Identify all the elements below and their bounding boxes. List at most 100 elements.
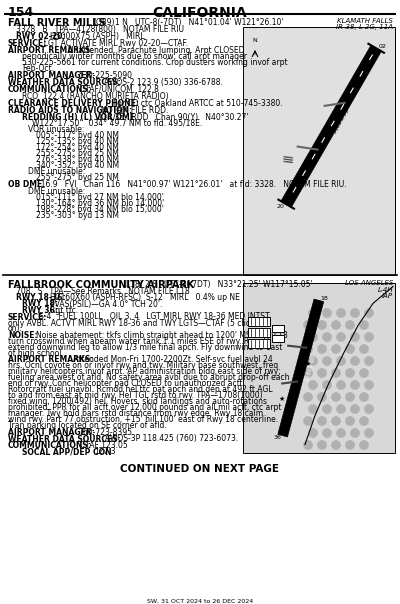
Text: 125°-135° byd 40 NM: 125°-135° byd 40 NM bbox=[36, 137, 119, 146]
Circle shape bbox=[322, 356, 332, 365]
Text: RWY 18:: RWY 18: bbox=[22, 300, 58, 309]
Text: SOCAL APP/DEP CON: SOCAL APP/DEP CON bbox=[22, 448, 112, 457]
Text: SERVICE:: SERVICE: bbox=[8, 312, 47, 321]
Text: 708   S   TPA—See Remarks   NOTAM FILE L18: 708 S TPA—See Remarks NOTAM FILE L18 bbox=[16, 286, 190, 295]
Text: 005°-117° byd 40 NM: 005°-117° byd 40 NM bbox=[36, 131, 119, 140]
Circle shape bbox=[350, 356, 360, 365]
Text: WEATHER DATA SOURCES:: WEATHER DATA SOURCES: bbox=[8, 434, 121, 443]
Circle shape bbox=[336, 309, 346, 318]
Circle shape bbox=[308, 428, 318, 437]
Circle shape bbox=[336, 428, 346, 437]
Text: FALLBROOK COMMUNITY AIRPARK: FALLBROOK COMMUNITY AIRPARK bbox=[8, 280, 194, 290]
Circle shape bbox=[318, 344, 326, 353]
Text: IAP: IAP bbox=[382, 293, 393, 299]
Circle shape bbox=[360, 344, 368, 353]
Circle shape bbox=[318, 393, 326, 402]
Bar bbox=[248, 327, 270, 336]
Circle shape bbox=[308, 381, 318, 390]
Circle shape bbox=[318, 368, 326, 378]
Text: DME unusable:: DME unusable: bbox=[28, 187, 85, 196]
Circle shape bbox=[350, 332, 360, 341]
Circle shape bbox=[322, 381, 332, 390]
Text: FALL RIVER MILLS: FALL RIVER MILLS bbox=[8, 18, 106, 28]
Text: SERVICE:: SERVICE: bbox=[8, 39, 47, 48]
Text: AIRPORT REMARKS:: AIRPORT REMARKS: bbox=[8, 46, 93, 55]
Text: Rgt tfc.: Rgt tfc. bbox=[50, 306, 78, 315]
Text: CALIFORNIA: CALIFORNIA bbox=[153, 6, 247, 20]
Circle shape bbox=[332, 440, 340, 449]
Text: 198°-228° byd 34 NM blo 15,000': 198°-228° byd 34 NM blo 15,000' bbox=[36, 205, 164, 214]
Text: 02: 02 bbox=[378, 43, 386, 49]
Polygon shape bbox=[278, 299, 324, 437]
Circle shape bbox=[304, 368, 312, 378]
Text: Rotorcraft fuel unavbl. Rcmdd hel ttc pat apch and dep at 492 ft AGL: Rotorcraft fuel unavbl. Rcmdd hel ttc pa… bbox=[8, 385, 273, 394]
Text: ★: ★ bbox=[304, 361, 311, 367]
Text: VOR unusable:: VOR unusable: bbox=[28, 125, 84, 134]
Text: COMMUNICATIONS:: COMMUNICATIONS: bbox=[8, 441, 92, 450]
Text: 235°-303° byd 13 NM: 235°-303° byd 13 NM bbox=[36, 211, 119, 220]
Circle shape bbox=[336, 381, 346, 390]
Text: 36: 36 bbox=[274, 435, 282, 440]
Circle shape bbox=[322, 405, 332, 414]
Text: 276°-338° byd 40 NM: 276°-338° byd 40 NM bbox=[36, 155, 119, 164]
Circle shape bbox=[304, 344, 312, 353]
Text: KLAMATH FALLS: KLAMATH FALLS bbox=[337, 18, 393, 24]
Text: 130°-164° byd 36 NM blo 14,000': 130°-164° byd 36 NM blo 14,000' bbox=[36, 199, 164, 208]
Circle shape bbox=[332, 368, 340, 378]
Text: AIRPORT MANAGER:: AIRPORT MANAGER: bbox=[8, 71, 95, 80]
Circle shape bbox=[332, 344, 340, 353]
Text: WEATHER DATA SOURCES:: WEATHER DATA SOURCES: bbox=[8, 78, 121, 87]
Circle shape bbox=[360, 393, 368, 402]
Text: CLEARANCE DELIVERY PHONE:: CLEARANCE DELIVERY PHONE: bbox=[8, 99, 139, 108]
Text: H2160X60 (ASPH-RFSC)  S-12   MIRL   0.4% up NE: H2160X60 (ASPH-RFSC) S-12 MIRL 0.4% up N… bbox=[50, 293, 240, 302]
Text: 154: 154 bbox=[8, 6, 34, 19]
Circle shape bbox=[304, 417, 312, 425]
Text: 530-225-5661 for current conditions. Crop dusters working invof arpt: 530-225-5661 for current conditions. Cro… bbox=[22, 58, 288, 67]
Circle shape bbox=[322, 309, 332, 318]
Text: NOISE:: NOISE: bbox=[8, 331, 38, 340]
Text: end of rwy. Conc helicopter pad CLOSED to unauthorized acft.: end of rwy. Conc helicopter pad CLOSED t… bbox=[8, 379, 245, 388]
Text: 114.35   RDD   Chan 90(Y)   N40°30.27': 114.35 RDD Chan 90(Y) N40°30.27' bbox=[93, 113, 248, 122]
Circle shape bbox=[308, 356, 318, 365]
Text: SW, 31 OCT 2024 to 26 DEC 2024: SW, 31 OCT 2024 to 26 DEC 2024 bbox=[147, 599, 253, 604]
Circle shape bbox=[364, 405, 374, 414]
Circle shape bbox=[350, 405, 360, 414]
Polygon shape bbox=[281, 45, 381, 207]
Bar bbox=[243, 283, 395, 453]
Circle shape bbox=[360, 321, 368, 330]
Text: ★: ★ bbox=[278, 396, 285, 402]
Circle shape bbox=[350, 309, 360, 318]
Text: Unattended. Parachute Jumping. Arpt CLOSED: Unattended. Parachute Jumping. Arpt CLOS… bbox=[68, 46, 244, 55]
Circle shape bbox=[346, 393, 354, 402]
Text: LGT ACTIVATE MIRL Rwy 02-20—CTAF.: LGT ACTIVATE MIRL Rwy 02-20—CTAF. bbox=[39, 39, 188, 48]
Text: RWY 02-20:: RWY 02-20: bbox=[16, 32, 66, 41]
Text: extend downwind leg to allow 1/3 mile final apch. Fly downwind to east: extend downwind leg to allow 1/3 mile fi… bbox=[8, 343, 282, 352]
Circle shape bbox=[308, 309, 318, 318]
Circle shape bbox=[332, 393, 340, 402]
Text: on).: on). bbox=[8, 324, 23, 333]
Circle shape bbox=[304, 321, 312, 330]
Text: CTAF/UNICOM  122.8: CTAF/UNICOM 122.8 bbox=[80, 85, 159, 94]
Text: 255°-275° byd 25 NM: 255°-275° byd 25 NM bbox=[36, 173, 119, 182]
Text: prohibited. PPR for all acft over 12,000 pounds and all mil acft, ctc arpt: prohibited. PPR for all acft over 12,000… bbox=[8, 403, 282, 413]
Text: 2 S   UTC-8(-7DT)   N33°21.25' W117°15.05': 2 S UTC-8(-7DT) N33°21.25' W117°15.05' bbox=[145, 280, 313, 289]
Text: PVAS(PSIL)—GA 4.0° TCH 20'.: PVAS(PSIL)—GA 4.0° TCH 20'. bbox=[50, 300, 162, 309]
Circle shape bbox=[322, 332, 332, 341]
Circle shape bbox=[332, 321, 340, 330]
Circle shape bbox=[346, 368, 354, 378]
Circle shape bbox=[350, 428, 360, 437]
Text: Noise abatement: tkfs climb straight ahead to 1200' MSL. Rwy 18: Noise abatement: tkfs climb straight ahe… bbox=[36, 331, 288, 340]
Text: only AVBL. ACTVT MIRL RWY 18-36 and TWY LGTS—CTAF (5 clicks: only AVBL. ACTVT MIRL RWY 18-36 and TWY … bbox=[8, 318, 258, 327]
Text: RADIO AIDS TO NAVIGATION:: RADIO AIDS TO NAVIGATION: bbox=[8, 106, 132, 115]
Text: 172°-254° byd 40 NM: 172°-254° byd 40 NM bbox=[36, 143, 119, 152]
Text: 255°-275° byd 25 NM: 255°-275° byd 25 NM bbox=[36, 149, 119, 158]
Text: RWY 18-36:: RWY 18-36: bbox=[16, 293, 66, 302]
Text: manager. Twy hold bars rstd distance from rwy edge. Rwy 18 calm: manager. Twy hold bars rstd distance fro… bbox=[8, 410, 263, 419]
Circle shape bbox=[336, 405, 346, 414]
Text: 3328   B   TPA—4128(800)   NOTAM FILE RIU: 3328 B TPA—4128(800) NOTAM FILE RIU bbox=[16, 25, 184, 34]
Text: OB DME: OB DME bbox=[8, 180, 42, 189]
Text: (O89): (O89) bbox=[93, 18, 114, 27]
Circle shape bbox=[360, 417, 368, 425]
Text: 2160 X 60: 2160 X 60 bbox=[305, 355, 316, 381]
Circle shape bbox=[336, 356, 346, 365]
